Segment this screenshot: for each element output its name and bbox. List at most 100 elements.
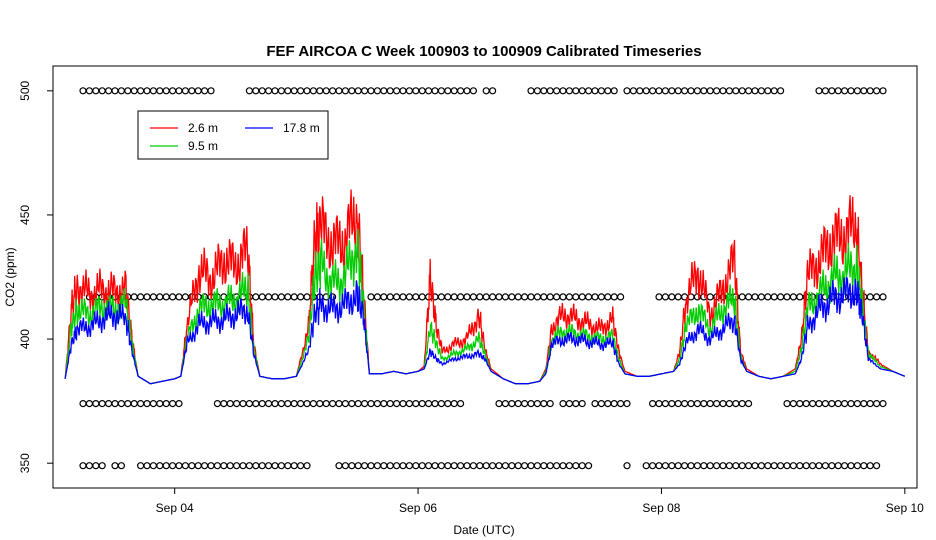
marker-point [840, 462, 849, 470]
marker-point [719, 87, 727, 95]
marker-point [751, 462, 759, 470]
marker-point [373, 462, 381, 470]
marker-point [552, 87, 561, 95]
y-axis-label: CO2 (ppm) [3, 247, 17, 306]
marker-point [853, 87, 862, 95]
marker-point [840, 400, 849, 408]
legend-label: 17.8 m [283, 121, 320, 135]
marker-point [367, 462, 375, 470]
marker-point [508, 293, 516, 301]
marker-point [98, 400, 106, 408]
marker-point [220, 462, 228, 470]
marker-point [469, 462, 477, 470]
marker-point [738, 462, 746, 470]
marker-point [418, 400, 426, 408]
marker-point [680, 400, 689, 408]
marker-point [700, 462, 708, 470]
marker-point [725, 400, 734, 408]
marker-point [444, 87, 452, 95]
marker-point [386, 293, 394, 301]
marker-point [393, 87, 401, 95]
marker-point [104, 400, 113, 408]
marker-point [744, 462, 753, 470]
marker-point [252, 293, 260, 301]
marker-point [258, 293, 266, 301]
marker-point [508, 462, 516, 470]
marker-point [297, 462, 305, 470]
marker-point [98, 87, 106, 95]
marker-point [162, 400, 170, 408]
marker-point [188, 462, 196, 470]
marker-point [604, 400, 612, 408]
marker-point [284, 87, 292, 95]
marker-point [866, 293, 874, 301]
marker-point [559, 87, 567, 95]
marker-point [648, 87, 657, 95]
marker-point [92, 400, 100, 408]
marker-point [303, 462, 311, 470]
marker-point [380, 87, 388, 95]
marker-point [552, 462, 561, 470]
marker-point [476, 462, 484, 470]
marker-point [808, 400, 817, 408]
marker-point [744, 293, 753, 301]
marker-point [309, 400, 317, 408]
marker-point [124, 87, 132, 95]
marker-point [239, 462, 247, 470]
marker-point [533, 87, 542, 95]
marker-point [668, 87, 676, 95]
x-tick-label: Sep 06 [399, 501, 437, 515]
marker-point [527, 293, 535, 301]
marker-point [226, 462, 234, 470]
marker-point [367, 87, 375, 95]
marker-point [425, 87, 433, 95]
marker-point [156, 87, 164, 95]
marker-point [495, 400, 503, 408]
marker-point [117, 87, 126, 95]
marker-point [540, 293, 548, 301]
marker-point [495, 462, 503, 470]
marker-point [700, 87, 708, 95]
marker-point [137, 462, 145, 470]
marker-point [367, 400, 375, 408]
marker-point [655, 87, 663, 95]
marker-point [834, 462, 842, 470]
marker-point [520, 400, 529, 408]
marker-point [207, 87, 215, 95]
marker-point [444, 462, 452, 470]
marker-point [169, 293, 177, 301]
marker-point [361, 400, 369, 408]
marker-point [732, 462, 740, 470]
marker-point [220, 400, 228, 408]
marker-point [764, 293, 772, 301]
marker-point [540, 400, 548, 408]
marker-point [501, 293, 509, 301]
marker-point [149, 293, 157, 301]
marker-point [847, 87, 855, 95]
marker-point [757, 293, 766, 301]
marker-point [316, 87, 324, 95]
marker-point [380, 400, 388, 408]
marker-point [399, 87, 407, 95]
marker-point [341, 87, 349, 95]
marker-point [597, 293, 606, 301]
marker-point [565, 87, 574, 95]
marker-point [732, 400, 740, 408]
marker-point [425, 400, 433, 408]
marker-point [207, 462, 215, 470]
marker-point [642, 462, 650, 470]
marker-point [265, 87, 273, 95]
marker-point [604, 87, 612, 95]
marker-point [687, 462, 695, 470]
marker-point [341, 400, 349, 408]
marker-point [489, 293, 497, 301]
marker-point [354, 87, 362, 95]
marker-point [757, 87, 766, 95]
marker-point [111, 462, 119, 470]
marker-point [290, 462, 298, 470]
marker-point [860, 400, 868, 408]
marker-point [712, 462, 721, 470]
marker-point [450, 400, 458, 408]
marker-point [648, 400, 657, 408]
y-axis: 350 400 450 500 [18, 80, 53, 473]
